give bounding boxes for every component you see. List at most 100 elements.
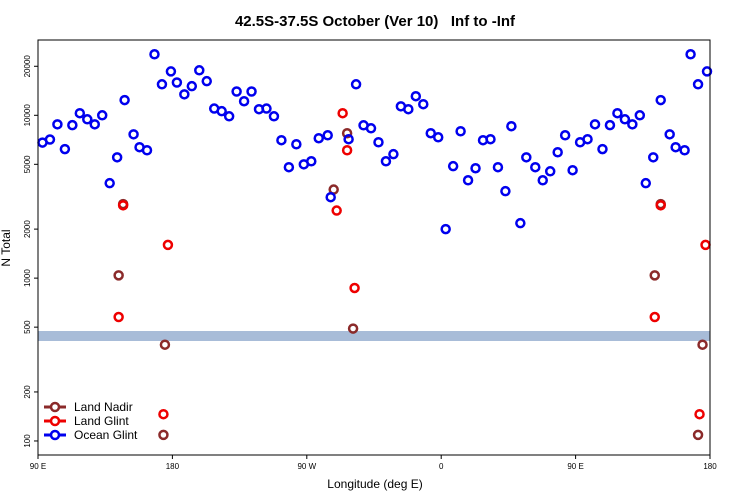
point xyxy=(337,107,348,119)
point xyxy=(388,148,399,160)
point xyxy=(685,49,696,60)
point xyxy=(701,66,713,77)
point xyxy=(96,110,108,121)
point xyxy=(171,77,183,88)
point xyxy=(567,164,578,176)
point xyxy=(238,95,250,107)
point xyxy=(655,200,666,211)
point xyxy=(128,129,139,140)
point xyxy=(331,205,342,216)
point xyxy=(113,270,124,281)
point xyxy=(365,123,377,134)
point xyxy=(165,66,177,77)
point xyxy=(589,119,601,130)
point xyxy=(246,86,257,97)
point xyxy=(104,177,115,189)
point xyxy=(74,107,86,119)
point xyxy=(649,311,660,323)
point xyxy=(670,141,681,153)
point xyxy=(418,98,429,110)
point xyxy=(322,130,333,141)
point xyxy=(679,145,690,156)
point xyxy=(52,119,63,130)
y-tick-label: 20000 xyxy=(23,55,32,78)
legend-marker xyxy=(49,415,61,427)
point xyxy=(403,103,414,115)
point xyxy=(447,160,459,172)
point xyxy=(649,270,660,281)
point xyxy=(194,65,205,76)
point xyxy=(492,161,504,173)
point xyxy=(59,143,71,155)
legend-marker xyxy=(49,429,61,441)
legend-label: Land Glint xyxy=(74,414,129,428)
point xyxy=(559,130,571,141)
chart-title: 42.5S-37.5S October (Ver 10) Inf to -Inf xyxy=(235,13,516,30)
point xyxy=(291,139,302,150)
point xyxy=(612,107,623,119)
point xyxy=(440,223,451,235)
point xyxy=(223,111,235,122)
point xyxy=(111,152,123,163)
point xyxy=(325,191,336,203)
point xyxy=(113,311,124,323)
point xyxy=(692,429,704,441)
point xyxy=(380,156,392,167)
point xyxy=(597,143,608,155)
point xyxy=(268,111,280,122)
plot xyxy=(37,49,713,441)
point xyxy=(117,200,129,211)
point xyxy=(158,429,169,441)
point xyxy=(552,146,563,158)
point xyxy=(470,162,481,174)
point xyxy=(582,133,593,145)
point xyxy=(697,339,708,350)
point xyxy=(216,105,227,117)
point xyxy=(350,79,362,90)
plot-frame xyxy=(37,39,711,456)
x-tick-label: 180 xyxy=(703,462,717,471)
point xyxy=(82,114,93,125)
point xyxy=(455,126,466,137)
point xyxy=(159,339,171,350)
point xyxy=(201,75,212,87)
point xyxy=(521,152,532,163)
point xyxy=(89,119,100,130)
point xyxy=(425,127,436,139)
y-tick-label: 5000 xyxy=(23,155,32,173)
point xyxy=(664,129,675,140)
point xyxy=(313,132,324,144)
point xyxy=(410,90,422,102)
point xyxy=(432,132,444,143)
point xyxy=(373,137,384,148)
point xyxy=(156,79,168,90)
point xyxy=(341,145,353,156)
point xyxy=(231,86,242,97)
point xyxy=(462,175,474,186)
point xyxy=(179,89,190,100)
point xyxy=(261,103,272,114)
legend-label: Land Nadir xyxy=(74,400,133,414)
point xyxy=(530,161,541,173)
x-tick-label: 90 W xyxy=(297,462,316,471)
x-tick-label: 90 E xyxy=(567,462,583,471)
legend-marker xyxy=(49,401,61,413)
x-tick-label: 90 E xyxy=(30,462,46,471)
point xyxy=(349,282,360,294)
point xyxy=(141,145,153,156)
point xyxy=(640,177,652,189)
point xyxy=(506,120,517,132)
y-tick-label: 10000 xyxy=(23,104,32,127)
point xyxy=(44,134,56,145)
point xyxy=(485,133,496,145)
point xyxy=(341,127,353,139)
point xyxy=(158,408,169,420)
point xyxy=(544,166,556,177)
point xyxy=(119,94,130,106)
point xyxy=(694,408,705,420)
point xyxy=(186,80,198,92)
point xyxy=(648,152,659,163)
point xyxy=(283,161,295,173)
